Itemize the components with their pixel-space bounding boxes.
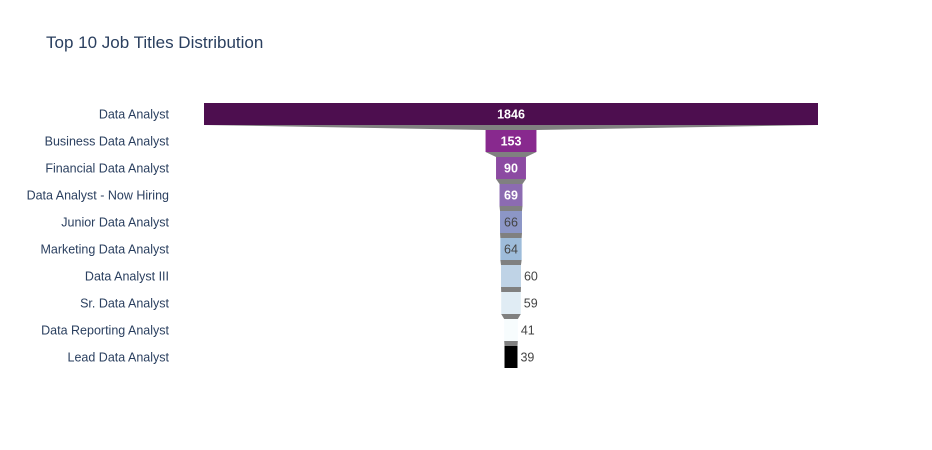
- chart-title: Top 10 Job Titles Distribution: [46, 33, 264, 52]
- value-label: 1846: [497, 108, 525, 122]
- funnel-bar[interactable]: [501, 265, 521, 287]
- category-label: Lead Data Analyst: [68, 351, 170, 365]
- value-label: 64: [504, 243, 518, 257]
- funnel-connector: [500, 233, 522, 238]
- value-label: 59: [524, 297, 538, 311]
- category-label: Data Analyst: [99, 108, 170, 122]
- funnel-bar[interactable]: [204, 103, 818, 125]
- category-label: Data Analyst - Now Hiring: [27, 189, 169, 203]
- category-label: Junior Data Analyst: [61, 216, 169, 230]
- category-label: Financial Data Analyst: [45, 162, 169, 176]
- value-label: 60: [524, 270, 538, 284]
- funnel-connector: [485, 152, 537, 157]
- category-label: Data Reporting Analyst: [41, 324, 169, 338]
- funnel-connector: [499, 206, 523, 211]
- value-label: 41: [521, 324, 535, 338]
- category-label: Data Analyst III: [85, 270, 169, 284]
- funnel-bar[interactable]: [485, 130, 537, 152]
- funnel-connector: [504, 341, 518, 346]
- funnel-connector: [204, 125, 818, 130]
- value-label: 39: [520, 351, 534, 365]
- value-label: 69: [504, 189, 518, 203]
- funnel-bar[interactable]: [504, 319, 518, 341]
- value-label: 90: [504, 162, 518, 176]
- category-label: Sr. Data Analyst: [80, 297, 169, 311]
- funnel-bar[interactable]: [500, 238, 522, 260]
- funnel-bar[interactable]: [499, 184, 523, 206]
- value-label: 66: [504, 216, 518, 230]
- funnel-connector: [501, 287, 521, 292]
- funnel-bar[interactable]: [500, 211, 522, 233]
- funnel-bar[interactable]: [501, 292, 521, 314]
- category-label: Business Data Analyst: [45, 135, 170, 149]
- category-label: Marketing Data Analyst: [40, 243, 169, 257]
- funnel-connector: [496, 179, 526, 184]
- funnel-connector: [501, 314, 521, 319]
- funnel-bar[interactable]: [496, 157, 526, 179]
- value-label: 153: [501, 135, 522, 149]
- funnel-bar[interactable]: [504, 346, 518, 368]
- funnel-connector: [500, 260, 522, 265]
